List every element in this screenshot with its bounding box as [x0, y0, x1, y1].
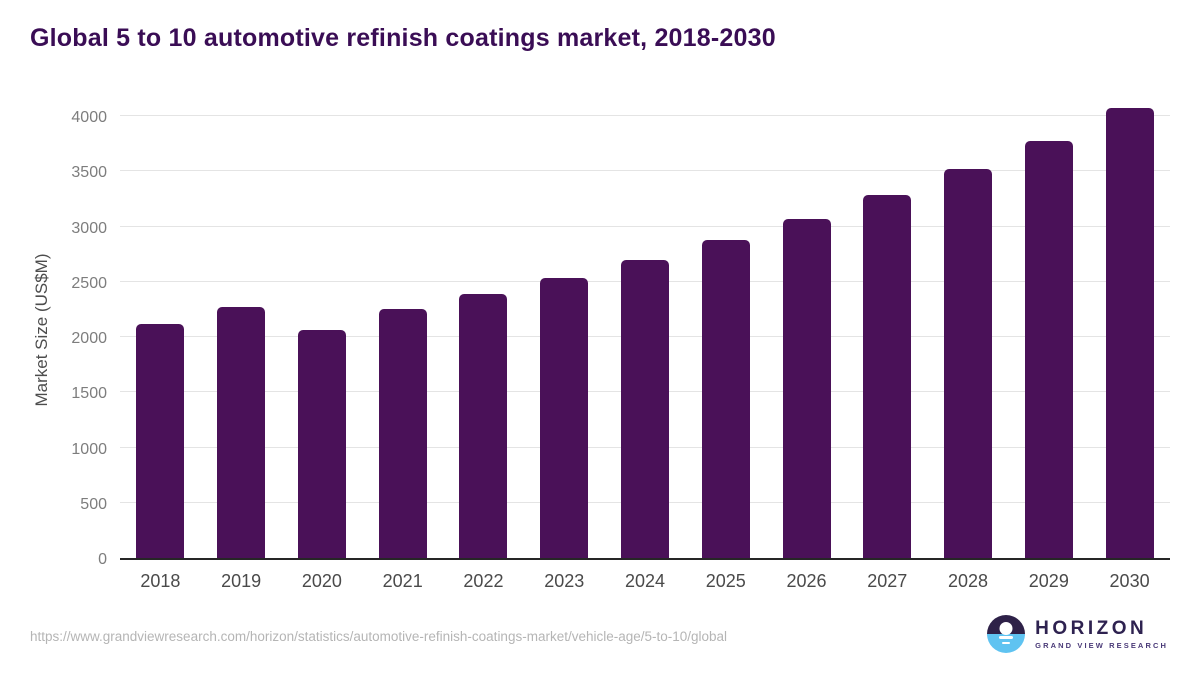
- x-tick-label-2026: 2026: [786, 571, 827, 591]
- logo-text: HORIZON GRAND VIEW RESEARCH: [1035, 617, 1168, 650]
- logo-wordmark: HORIZON: [1035, 617, 1148, 639]
- x-tick-label-2027: 2027: [867, 571, 908, 591]
- y-axis-ticks: 0 500 1000 1500 2000 2500 3000 3500 4000: [0, 100, 107, 568]
- bars: [120, 100, 1170, 558]
- y-tick-label-1000: 1000: [71, 440, 107, 458]
- gridline-3500: [120, 170, 1170, 172]
- bar-2024[interactable]: [620, 259, 669, 558]
- bar-2023[interactable]: [540, 277, 589, 558]
- y-tick-label-2500: 2500: [71, 274, 107, 292]
- x-tick-label-2021: 2021: [382, 571, 423, 591]
- bar-band-2022: [443, 100, 524, 558]
- y-tick-label-1500: 1500: [71, 385, 107, 403]
- bar-band-2030: [1089, 100, 1170, 558]
- bar-band-2018: [120, 100, 201, 558]
- sun-circle-icon: [999, 622, 1013, 635]
- x-tick-label-2030: 2030: [1109, 571, 1150, 591]
- source-url: https://www.grandviewresearch.com/horizo…: [30, 629, 728, 644]
- x-tick-label-2024: 2024: [624, 571, 665, 591]
- y-tick-label-3500: 3500: [71, 164, 107, 182]
- bar-band-2028: [928, 100, 1009, 558]
- bar-band-2024: [605, 100, 686, 558]
- bar-2030[interactable]: [1105, 108, 1154, 558]
- horizon-line-icon: [999, 636, 1014, 639]
- gridline-4000: [120, 115, 1170, 116]
- horizon-line-icon: [1002, 641, 1011, 644]
- bar-band-2020: [282, 100, 363, 558]
- x-tick-label-2018: 2018: [140, 571, 181, 591]
- bar-2022[interactable]: [459, 293, 508, 558]
- y-tick-label-3000: 3000: [71, 219, 107, 237]
- gridline-3000: [120, 225, 1170, 227]
- bar-2028[interactable]: [944, 169, 993, 558]
- x-tick-label-2023: 2023: [544, 571, 585, 591]
- bar-2020[interactable]: [297, 329, 346, 558]
- horizon-sun-icon: [987, 615, 1026, 653]
- x-tick-label-2019: 2019: [221, 571, 262, 591]
- y-tick-label-4000: 4000: [71, 109, 107, 126]
- horizon-logo: HORIZON GRAND VIEW RESEARCH: [987, 615, 1168, 653]
- bar-band-2023: [524, 100, 605, 558]
- logo-subtitle: GRAND VIEW RESEARCH: [1035, 640, 1168, 650]
- x-tick-label-2020: 2020: [301, 571, 342, 591]
- plot-area: [120, 100, 1170, 560]
- bar-band-2027: [847, 100, 928, 558]
- bar-2027[interactable]: [863, 195, 912, 558]
- bar-2019[interactable]: [217, 307, 266, 558]
- bar-2018[interactable]: [136, 323, 185, 558]
- bar-2026[interactable]: [782, 218, 831, 558]
- bar-band-2021: [362, 100, 443, 558]
- bar-band-2025: [685, 100, 766, 558]
- x-tick-label-2029: 2029: [1028, 571, 1069, 591]
- bar-2025[interactable]: [701, 240, 750, 558]
- bar-band-2029: [1008, 100, 1089, 558]
- bar-band-2026: [766, 100, 847, 558]
- y-tick-label-500: 500: [80, 495, 107, 513]
- chart-title: Global 5 to 10 automotive refinish coati…: [30, 24, 776, 52]
- bar-2021[interactable]: [378, 308, 427, 558]
- y-tick-label-2000: 2000: [71, 330, 107, 347]
- x-tick-label-2022: 2022: [463, 571, 504, 591]
- bar-2029[interactable]: [1024, 141, 1073, 558]
- x-axis-labels: 2018 2019 2020 2021 2022 2023 2024 2025 2026 2027…: [120, 568, 1170, 594]
- x-tick-label-2025: 2025: [705, 571, 746, 591]
- y-tick-label-0: 0: [98, 551, 107, 568]
- x-tick-label-2028: 2028: [948, 571, 989, 591]
- bar-band-2019: [201, 100, 282, 558]
